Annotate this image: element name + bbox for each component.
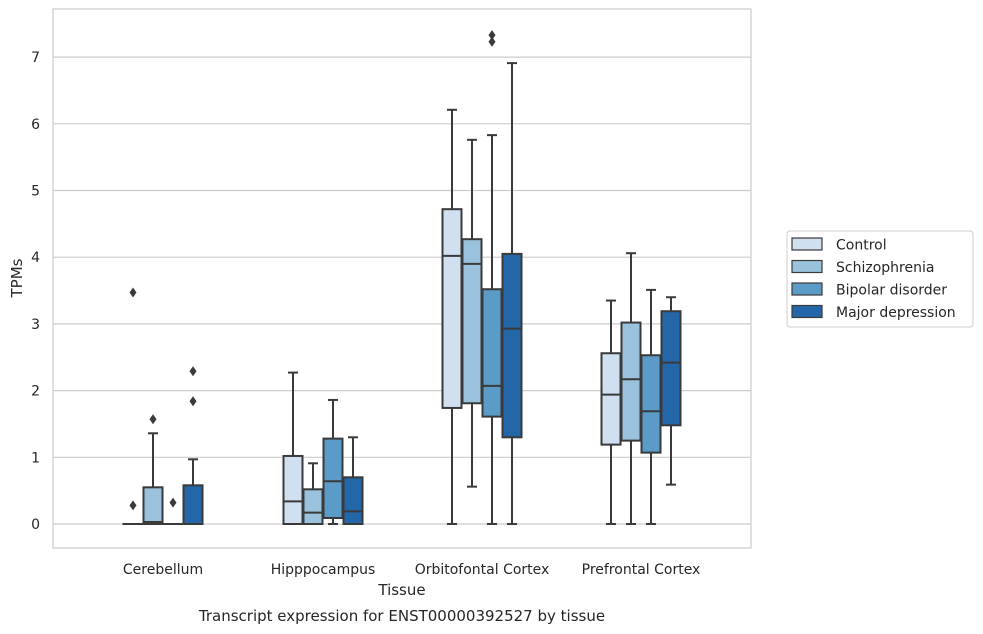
y-tick-label: 7 (31, 50, 40, 66)
box-body (142, 486, 164, 526)
box-control (441, 108, 463, 525)
box-body (501, 252, 523, 439)
y-axis-ticks: 0 1 2 3 4 5 6 7 (31, 50, 40, 533)
outlier-point (189, 366, 197, 377)
box-major-depression (660, 296, 682, 486)
plot-background (52, 8, 752, 549)
box-schizophrenia (461, 138, 483, 488)
box-body (282, 454, 304, 525)
box-body (342, 476, 364, 525)
box-body (182, 484, 204, 525)
box-schizophrenia (142, 414, 164, 526)
box-control (600, 299, 622, 525)
x-tick-label: Hipppocampus (271, 562, 376, 578)
legend-items: Control Schizophrenia Bipolar disorder Majo… (791, 237, 956, 321)
legend-label: Major depression (836, 305, 956, 321)
y-tick-label: 1 (31, 450, 40, 466)
y-tick-label: 2 (31, 384, 40, 400)
y-tick-label: 3 (31, 317, 40, 333)
grid-lines (53, 56, 751, 525)
outlier-point (129, 500, 137, 511)
box-body (620, 321, 642, 442)
box-schizophrenia (302, 462, 324, 526)
legend-label: Bipolar disorder (836, 283, 947, 299)
legend-swatch (791, 304, 823, 319)
outlier-point (189, 396, 197, 407)
legend-frame (786, 230, 974, 328)
box-major-depression (342, 436, 364, 525)
legend-swatch (791, 259, 823, 274)
box-bipolar-disorder (481, 30, 503, 525)
legend: Control Schizophrenia Bipolar disorder Majo… (786, 230, 974, 328)
x-tick-label: Prefrontal Cortex (582, 562, 701, 578)
box-control (282, 371, 304, 525)
box-control (122, 287, 144, 526)
x-axis-title: Tissue (377, 581, 425, 599)
x-tick-label: Cerebellum (123, 562, 203, 578)
box-body (441, 208, 463, 409)
outlier-point (488, 36, 496, 47)
box-bipolar-disorder (162, 497, 184, 526)
legend-swatch (791, 237, 823, 251)
box-bipolar-disorder (640, 288, 662, 525)
chart-caption: Transcript expression for ENST0000039252… (198, 607, 605, 625)
y-tick-label: 4 (31, 250, 40, 266)
outlier-point (488, 30, 496, 41)
outlier-point (129, 287, 137, 298)
box-major-depression (182, 366, 204, 525)
x-axis-ticks: Cerebellum Hipppocampus Orbitofontal Corte… (123, 562, 700, 578)
outlier-point (149, 414, 157, 425)
y-tick-label: 6 (31, 117, 40, 133)
x-tick-label: Orbitofontal Cortex (415, 562, 550, 578)
legend-label: Control (836, 238, 887, 254)
box-body (660, 310, 682, 427)
box-body (322, 437, 344, 519)
box-body (302, 488, 324, 526)
y-axis-title: TPMs (8, 258, 26, 298)
box-body (481, 288, 503, 418)
box-groups (122, 30, 682, 526)
outlier-point (169, 497, 177, 508)
y-tick-label: 0 (31, 517, 40, 533)
y-tick-label: 5 (31, 184, 40, 200)
box-body (600, 352, 622, 446)
box-major-depression (501, 62, 523, 525)
legend-label: Schizophrenia (836, 260, 934, 276)
legend-swatch (791, 282, 823, 296)
box-body (640, 354, 662, 454)
